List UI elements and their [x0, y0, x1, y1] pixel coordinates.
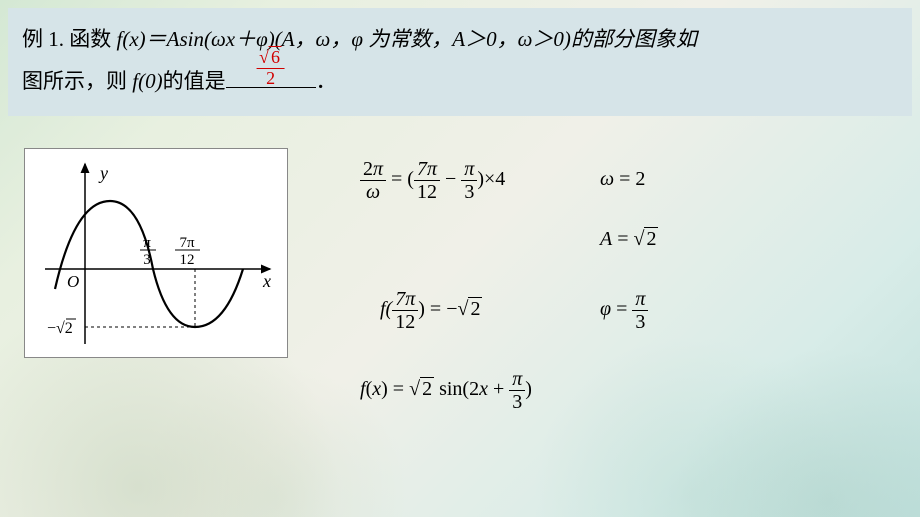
problem-function: f(x)＝Asin(ωx＋φ)(A，ω，φ 为常数，A＞0，ω＞0)的部分图象如	[117, 27, 697, 51]
svg-text:−√2: −√2	[47, 320, 73, 337]
graph-svg: y x O π 3 7π 12 −√2	[25, 149, 287, 357]
problem-line2-suffix: 的值是	[163, 69, 226, 93]
answer-value: 62	[256, 48, 285, 89]
eq-phi: φ = π3	[600, 288, 648, 333]
eq-amplitude: A = 2	[600, 228, 658, 251]
svg-text:3: 3	[143, 252, 151, 268]
svg-text:12: 12	[180, 252, 195, 268]
x-axis-label: x	[262, 271, 271, 291]
eq-f-value: f(7π12) = −2	[380, 288, 482, 333]
eq-period: 2πω = (7π12 − π3)×4	[360, 158, 505, 203]
origin-label: O	[67, 272, 79, 291]
eq-final: f(x) = 2 sin(2x + π3)	[360, 368, 532, 413]
y-axis-label: y	[98, 163, 108, 183]
sine-graph: y x O π 3 7π 12 −√2	[24, 148, 288, 358]
problem-line2-prefix: 图所示，则	[22, 69, 132, 93]
svg-text:π: π	[143, 235, 151, 251]
problem-statement: 例 1. 函数 f(x)＝Asin(ωx＋φ)(A，ω，φ 为常数，A＞0，ω＞…	[8, 8, 912, 116]
problem-f0: f(0)	[132, 69, 162, 93]
eq-omega: ω = 2	[600, 168, 645, 191]
answer-blank: 62	[226, 64, 316, 88]
problem-period: ．	[316, 69, 337, 93]
svg-text:7π: 7π	[179, 235, 195, 251]
problem-prefix: 例 1. 函数	[22, 27, 117, 51]
